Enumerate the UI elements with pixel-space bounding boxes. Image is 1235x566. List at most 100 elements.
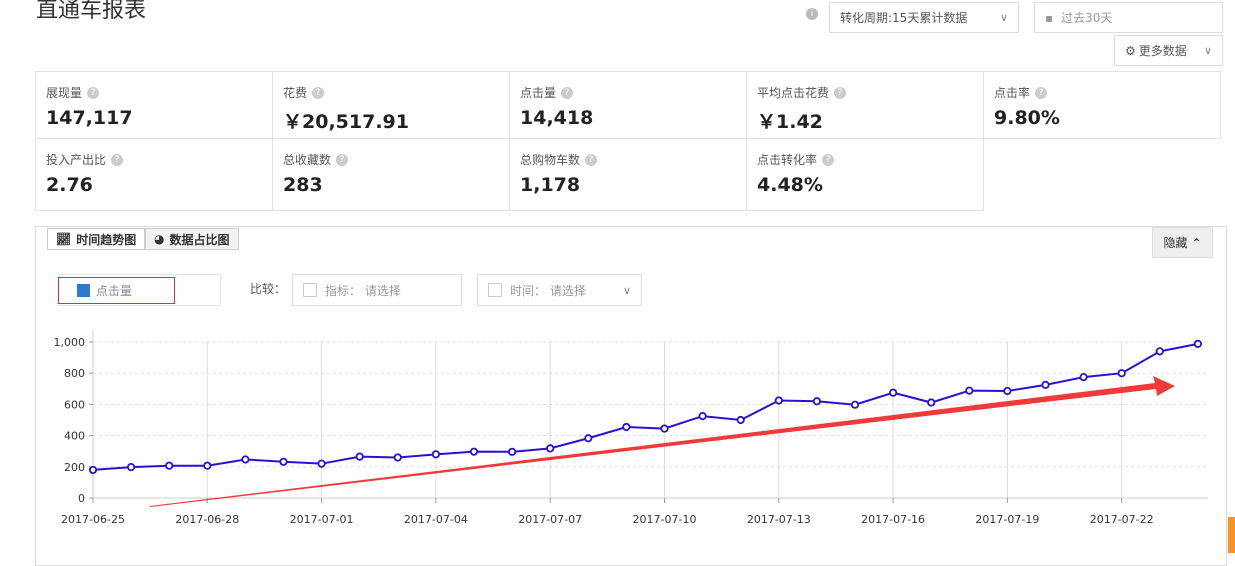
- data-point: [850, 400, 860, 409]
- chevron-down-icon: ∨: [1203, 44, 1212, 57]
- data-point: [317, 459, 326, 468]
- series-line: [92, 342, 1199, 471]
- metric-label-row: 点击转化率?: [757, 151, 973, 168]
- data-point: [1155, 347, 1164, 356]
- y-tick-label: 0: [78, 492, 85, 505]
- tab-share[interactable]: ◕ 数据占比图: [145, 228, 239, 250]
- data-point: [965, 386, 974, 395]
- indicator-select[interactable]: 指标： 请选择: [292, 274, 462, 306]
- legend-swatch: [77, 284, 90, 297]
- help-icon[interactable]: ?: [1035, 86, 1048, 99]
- chevron-down-icon: ∨: [622, 283, 631, 297]
- metric-label: 点击率: [994, 86, 1031, 100]
- tab-trend-label: 时间趋势图: [76, 232, 137, 247]
- data-point: [888, 388, 898, 397]
- data-point: [355, 452, 364, 461]
- data-point: [393, 453, 402, 462]
- data-point: [507, 447, 517, 456]
- data-point: [165, 461, 174, 470]
- date-range-label: 过去30天: [1061, 11, 1113, 25]
- x-tick-label: 2017-07-13: [747, 513, 811, 526]
- x-tick-label: 2017-07-10: [633, 513, 697, 526]
- metric-label-row: 点击率?: [994, 84, 1210, 101]
- conversion-period-select[interactable]: 转化周期:15天累计数据 ∨: [829, 2, 1019, 33]
- data-point: [241, 455, 250, 464]
- hide-button[interactable]: 隐藏 ⌃: [1152, 227, 1213, 258]
- help-icon[interactable]: ?: [834, 86, 847, 99]
- indicator-checkbox[interactable]: [303, 283, 317, 297]
- data-point: [812, 397, 822, 406]
- page-title: 直通车报表: [36, 0, 147, 23]
- help-icon[interactable]: ?: [561, 86, 574, 99]
- time-select[interactable]: 时间： 请选择 ∨: [477, 274, 642, 306]
- more-data-button[interactable]: ⚙ 更多数据 ∨: [1114, 35, 1223, 66]
- pie-chart-icon: ◕: [154, 232, 165, 246]
- metric-label: 展现量: [46, 86, 83, 100]
- help-icon[interactable]: ?: [312, 86, 325, 99]
- x-tick-label: 2017-07-04: [404, 513, 468, 526]
- metric-card: 投入产出比? 2.76: [35, 138, 273, 211]
- data-point: [736, 415, 745, 425]
- date-range-select[interactable]: ▪ 过去30天: [1034, 2, 1223, 33]
- help-icon[interactable]: ?: [822, 153, 835, 166]
- data-point: [774, 396, 783, 405]
- calendar-icon: ▪: [1045, 10, 1054, 25]
- metric-label: 总购物车数: [520, 153, 581, 167]
- metric-card: 点击率? 9.80%: [983, 71, 1221, 139]
- metric-card: 平均点击花费? ￥1.42: [746, 71, 984, 139]
- chevron-up-icon: ⌃: [1191, 235, 1202, 250]
- metric-card: 总购物车数? 1,178: [509, 138, 747, 211]
- metric-label: 投入产出比: [46, 153, 107, 167]
- data-point: [127, 463, 136, 472]
- metric-value: 283: [283, 174, 323, 196]
- data-point: [431, 450, 440, 459]
- metric-label-row: 总购物车数?: [520, 151, 736, 168]
- line-chart: 0 200 400 600 800 1,000 2017-06-25 2017-06-28 20…: [54, 330, 1208, 526]
- metric-value: 4.48%: [757, 174, 823, 196]
- metric-card: 点击转化率? 4.48%: [746, 138, 984, 211]
- more-data-label: 更多数据: [1138, 44, 1187, 58]
- metric-label: 点击量: [520, 86, 557, 100]
- metric-card: 点击量? 14,418: [509, 71, 747, 139]
- y-tick-label: 200: [64, 461, 85, 474]
- metric-card: 花费? ￥20,517.91: [272, 71, 510, 139]
- help-icon[interactable]: ?: [111, 153, 124, 166]
- info-icon[interactable]: i: [806, 8, 818, 20]
- hide-label: 隐藏: [1163, 236, 1188, 250]
- y-tick-label: 600: [64, 398, 85, 411]
- x-tick-label: 2017-07-16: [861, 513, 925, 526]
- chevron-down-icon: ∨: [999, 11, 1008, 24]
- indicator-label: 指标： 请选择: [325, 283, 401, 298]
- x-tick-label: 2017-07-22: [1090, 513, 1154, 526]
- data-point: [927, 398, 936, 407]
- data-point: [1003, 386, 1012, 396]
- tab-trend[interactable]: 📈︎ 时间趋势图: [47, 228, 146, 250]
- metric-value: 1,178: [520, 174, 581, 196]
- data-point: [1193, 339, 1203, 348]
- data-point: [1079, 372, 1088, 382]
- help-icon[interactable]: ?: [585, 153, 598, 166]
- metric-label-row: 总收藏数?: [283, 151, 499, 168]
- x-tick-label: 2017-06-25: [61, 513, 125, 526]
- metric-label-row: 投入产出比?: [46, 151, 262, 168]
- metric-value: 2.76: [46, 174, 93, 196]
- data-point: [660, 424, 669, 433]
- legend-label: 点击量: [96, 284, 133, 298]
- feedback-tab[interactable]: [1228, 517, 1235, 553]
- data-point: [469, 447, 479, 456]
- data-point: [698, 412, 707, 421]
- data-point: [622, 422, 631, 432]
- metric-label-row: 点击量?: [520, 84, 736, 101]
- metric-card: 展现量? 147,117: [35, 71, 273, 139]
- time-checkbox[interactable]: [488, 283, 502, 297]
- metric-value: 9.80%: [994, 107, 1060, 129]
- y-tick-label: 1,000: [54, 336, 86, 349]
- metric-value: ￥20,517.91: [283, 111, 409, 133]
- help-icon[interactable]: ?: [87, 86, 100, 99]
- metric-label-row: 平均点击花费?: [757, 84, 973, 101]
- help-icon[interactable]: ?: [336, 153, 349, 166]
- line-chart-icon: 📈︎: [56, 232, 72, 246]
- metric-label-row: 花费?: [283, 84, 499, 101]
- legend-item-clicks[interactable]: 点击量: [58, 277, 175, 304]
- x-tick-label: 2017-07-07: [518, 513, 582, 526]
